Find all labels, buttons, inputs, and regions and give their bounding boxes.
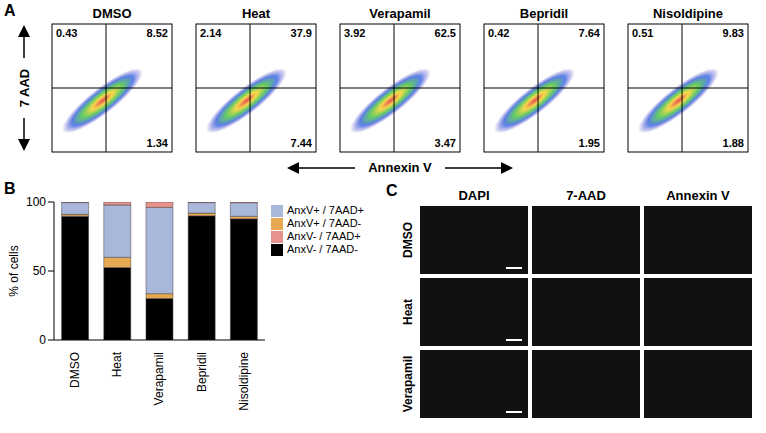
html-text:AnxV+ / 7AAD-: AnxV+ / 7AAD-	[287, 217, 362, 230]
svg-text:Verapamil: Verapamil	[369, 6, 430, 21]
svg-text:7.64: 7.64	[579, 27, 601, 39]
svg-text:7-AAD: 7-AAD	[566, 188, 606, 203]
svg-text:50: 50	[33, 264, 47, 278]
svg-text:Bepridil: Bepridil	[195, 352, 209, 392]
svg-text:Verapamil: Verapamil	[401, 356, 415, 413]
svg-text:9.83: 9.83	[723, 27, 744, 39]
svg-text:DMSO: DMSO	[93, 6, 132, 21]
svg-text:Verapamil: Verapamil	[152, 352, 166, 405]
svg-text:0.42: 0.42	[488, 27, 509, 39]
svg-text:62.5: 62.5	[435, 27, 456, 39]
svg-text:DMSO: DMSO	[68, 352, 82, 388]
svg-text:Nisoldipine: Nisoldipine	[237, 352, 251, 411]
svg-text:Nisoldipine: Nisoldipine	[653, 6, 723, 21]
svg-text:1.95: 1.95	[579, 137, 600, 149]
svg-text:1.34: 1.34	[147, 137, 169, 149]
svg-text:C: C	[386, 182, 398, 199]
svg-text:Heat: Heat	[401, 299, 415, 325]
svg-text:A: A	[4, 2, 16, 19]
svg-text:8.52: 8.52	[147, 27, 168, 39]
svg-text:3.92: 3.92	[344, 27, 365, 39]
svg-text:100: 100	[26, 195, 46, 209]
svg-text:DAPI: DAPI	[458, 188, 489, 203]
svg-text:Heat: Heat	[242, 6, 271, 21]
svg-text:37.9: 37.9	[291, 27, 312, 39]
html-text:AnxV- / 7AAD+: AnxV- / 7AAD+	[287, 230, 361, 243]
svg-text:Bepridil: Bepridil	[520, 6, 568, 21]
svg-text:Annexin V: Annexin V	[666, 188, 730, 203]
svg-text:2.14: 2.14	[200, 27, 222, 39]
svg-text:Heat: Heat	[110, 351, 124, 377]
svg-text:0: 0	[39, 333, 46, 347]
svg-text:3.47: 3.47	[435, 137, 456, 149]
svg-text:7.44: 7.44	[291, 137, 313, 149]
html-text:AnxV- / 7AAD-: AnxV- / 7AAD-	[287, 243, 358, 256]
svg-text:% of cells: % of cells	[7, 245, 21, 296]
svg-text:Annexin V: Annexin V	[368, 160, 432, 175]
html-text:AnxV+ / 7AAD+: AnxV+ / 7AAD+	[287, 204, 364, 216]
svg-text:0.43: 0.43	[56, 27, 77, 39]
svg-text:DMSO: DMSO	[401, 222, 415, 258]
html-text:B: B	[4, 180, 16, 197]
svg-text:7 AAD: 7 AAD	[17, 69, 32, 108]
svg-text:0.51: 0.51	[632, 27, 653, 39]
svg-text:1.88: 1.88	[723, 137, 744, 149]
